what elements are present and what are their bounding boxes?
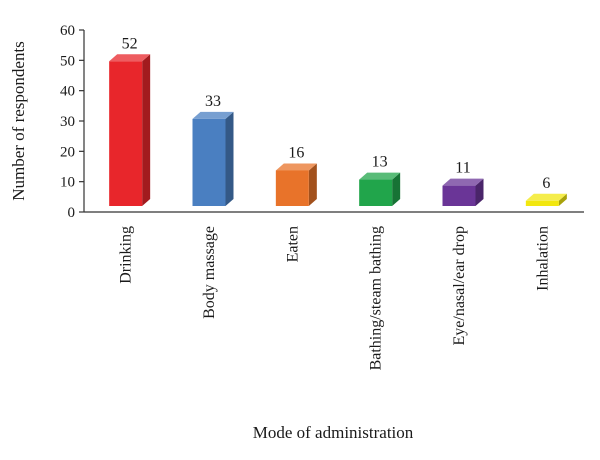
bars xyxy=(109,54,567,207)
bar-side xyxy=(475,178,484,206)
data-label: 11 xyxy=(455,160,470,177)
y-tick-label: 20 xyxy=(60,144,75,160)
bar xyxy=(192,111,234,206)
bar-side xyxy=(308,163,317,206)
bar-front xyxy=(275,170,309,206)
category-label: Body massage xyxy=(201,226,218,319)
category-label: Drinking xyxy=(118,226,135,284)
bar-side xyxy=(142,54,151,207)
bar-side xyxy=(558,193,567,206)
x-axis-title: Mode of administration xyxy=(253,423,414,442)
y-tick-label: 60 xyxy=(60,23,75,39)
bar-top xyxy=(109,54,151,62)
data-label: 13 xyxy=(372,154,388,171)
bar-top xyxy=(275,163,317,171)
category-label: Eaten xyxy=(284,226,301,262)
bar xyxy=(442,178,484,206)
y-axis-title: Number of respondents xyxy=(9,41,28,201)
bar-side xyxy=(392,172,401,206)
bar xyxy=(275,163,317,206)
bar-front xyxy=(359,179,393,206)
data-label: 52 xyxy=(122,35,138,52)
y-tick-label: 40 xyxy=(60,84,75,100)
category-label: Inhalation xyxy=(534,226,551,291)
data-labels: 52 33 16 13 11 6 xyxy=(122,35,551,192)
category-labels: Drinking Body massage Eaten Bathing/steam b… xyxy=(118,226,552,370)
bar-top xyxy=(525,193,567,201)
bar-front xyxy=(442,185,476,206)
category-label: Bathing/steam bathing xyxy=(368,226,385,370)
bar-top xyxy=(359,172,401,180)
bar-top xyxy=(192,111,234,119)
y-ticks: 0 10 20 30 40 50 60 xyxy=(60,23,84,221)
y-tick-label: 0 xyxy=(68,205,76,221)
y-tick-label: 10 xyxy=(60,175,75,191)
category-label: Eye/nasal/ear drop xyxy=(451,226,468,346)
bar xyxy=(359,172,401,206)
bar-side xyxy=(225,111,234,206)
bar-front xyxy=(109,61,143,207)
bar xyxy=(525,193,567,206)
y-tick-label: 50 xyxy=(60,53,75,69)
data-label: 6 xyxy=(542,175,550,192)
data-label: 16 xyxy=(288,144,304,161)
bar-front xyxy=(192,118,226,206)
bar-top xyxy=(442,178,484,186)
data-label: 33 xyxy=(205,93,221,110)
bar-front xyxy=(525,200,559,206)
bar xyxy=(109,54,151,207)
y-tick-label: 30 xyxy=(60,114,75,130)
